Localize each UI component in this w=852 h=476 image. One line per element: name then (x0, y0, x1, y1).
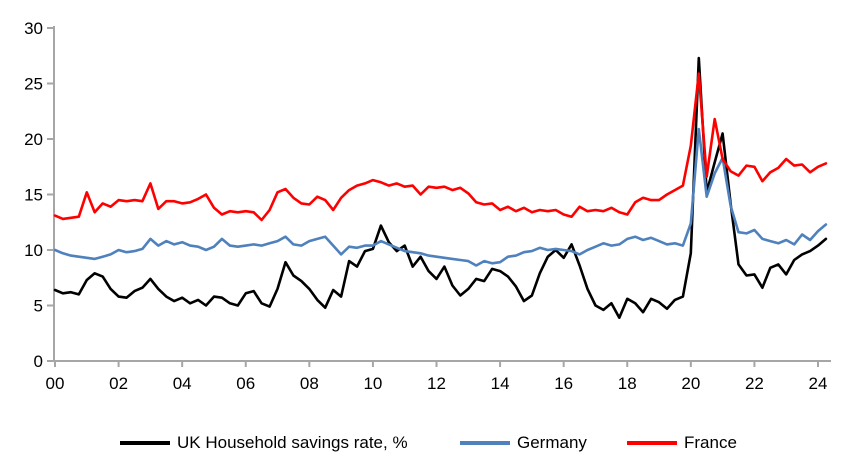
x-tick-label: 02 (109, 374, 128, 393)
x-tick-label: 06 (236, 374, 255, 393)
x-tick-label: 24 (809, 374, 828, 393)
uk-legend-label: UK Household savings rate, % (177, 433, 408, 452)
france-line-sample (627, 441, 677, 445)
legend-item-uk: UK Household savings rate, % (120, 430, 408, 456)
y-tick-label: 20 (24, 130, 43, 149)
y-tick-label: 30 (24, 19, 43, 38)
x-tick-label: 22 (745, 374, 764, 393)
legend: UK Household savings rate, % Germany Fra… (0, 430, 852, 456)
x-tick-label: 16 (554, 374, 573, 393)
germany-line-sample (460, 441, 510, 445)
germany-legend-label: Germany (517, 433, 587, 452)
x-tick-label: 18 (618, 374, 637, 393)
y-tick-label: 10 (24, 241, 43, 260)
x-tick-label: 14 (491, 374, 510, 393)
france-legend-label: France (684, 433, 737, 452)
x-tick-label: 08 (300, 374, 319, 393)
y-tick-label: 5 (34, 297, 43, 316)
x-tick-label: 10 (363, 374, 382, 393)
y-tick-label: 25 (24, 75, 43, 94)
x-tick-label: 20 (681, 374, 700, 393)
y-tick-label: 15 (24, 186, 43, 205)
x-tick-label: 04 (173, 374, 192, 393)
france-series-line (53, 72, 828, 222)
uk-line-sample (120, 441, 170, 445)
x-tick-label: 12 (427, 374, 446, 393)
germany-series-line (53, 127, 828, 267)
legend-item-germany: Germany (460, 430, 587, 456)
legend-item-france: France (627, 430, 737, 456)
x-tick-label: 00 (46, 374, 65, 393)
y-tick-label: 0 (34, 352, 43, 371)
